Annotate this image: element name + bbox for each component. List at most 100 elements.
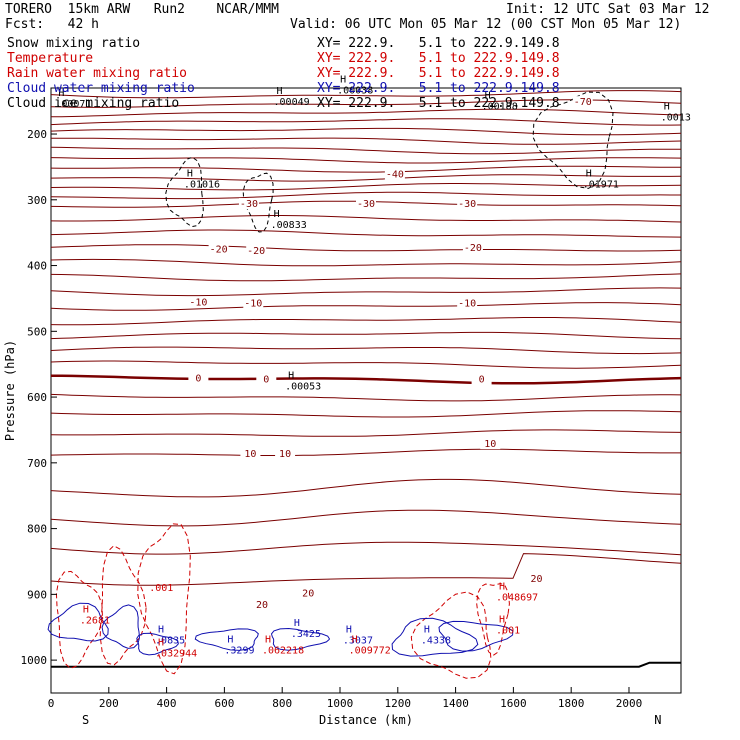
isotherm-label: 20 — [530, 574, 542, 585]
max-marker: H — [352, 634, 358, 645]
max-marker: H — [288, 371, 294, 382]
isotherm-label: -10 — [244, 298, 262, 309]
y-axis-label: Pressure (hPa) — [3, 340, 17, 441]
isotherm-line — [50, 509, 682, 527]
isotherm-line — [50, 360, 682, 369]
max-value: .001 — [496, 626, 520, 637]
max-marker: H — [340, 75, 346, 86]
max-marker: H — [227, 634, 233, 645]
max-marker: H — [187, 169, 193, 180]
max-marker: H — [346, 624, 352, 635]
isotherm-label-bg — [275, 447, 296, 459]
isotherm-label: -30 — [357, 199, 375, 210]
max-value: .3299 — [224, 645, 254, 656]
legend-range: XY= 222.9. 5.1 to 222.9.149.8 — [317, 66, 560, 81]
isotherm-label-bg — [457, 297, 478, 309]
max-value: .009772 — [349, 645, 391, 656]
snow-contour — [165, 156, 204, 228]
x-tick-label: 800 — [272, 697, 292, 710]
isotherm-label: -20 — [247, 246, 265, 257]
isotherm-label: 0 — [195, 373, 201, 384]
isotherm-line — [50, 244, 682, 252]
max-marker: H — [158, 638, 164, 649]
cloud-contour — [194, 628, 259, 651]
isotherm-line — [50, 118, 682, 126]
max-value: .00071 — [55, 99, 91, 110]
isotherm-label-bg — [457, 198, 478, 210]
isotherm-label-bg — [188, 372, 209, 384]
cloud-contour — [270, 627, 331, 651]
isotherm-line — [50, 541, 682, 556]
forecast-hour: Fcst: 42 h — [5, 17, 99, 32]
max-value: .01971 — [583, 180, 619, 191]
plot-frame — [50, 87, 682, 694]
isotherm-label: -20 — [464, 243, 482, 254]
isotherm-label-bg — [240, 447, 261, 459]
isotherm-label: -20 — [210, 244, 228, 255]
isotherm-line — [50, 478, 682, 498]
isotherm-line — [50, 191, 681, 200]
isotherm-line — [50, 346, 682, 355]
isotherm-label: -70 — [574, 97, 592, 108]
isotherm-line — [50, 393, 682, 402]
y-tick-label: 600 — [27, 391, 47, 404]
max-value: .048697 — [496, 593, 538, 604]
max-marker: H — [83, 605, 89, 616]
legend-range: XY= 222.9. 5.1 to 222.9.149.8 — [317, 36, 560, 51]
isotherm-label: -30 — [458, 199, 476, 210]
isotherm-label-bg — [462, 242, 483, 254]
isotherm-line — [50, 229, 682, 238]
max-marker: H — [586, 169, 592, 180]
isotherm-label: 10 — [279, 449, 291, 460]
max-value: .0013 — [661, 113, 691, 124]
isotherm-label: 0 — [263, 375, 269, 386]
isotherm-label-bg — [471, 373, 492, 385]
x-tick-label: 0 — [48, 697, 55, 710]
x-tick-label: 1800 — [558, 697, 585, 710]
isotherm-line — [50, 448, 681, 456]
y-tick-label: 400 — [27, 260, 47, 273]
isotherm-line — [50, 108, 682, 118]
max-marker: H — [499, 582, 505, 593]
y-tick-label: 500 — [27, 325, 47, 338]
max-value: .4338 — [421, 635, 451, 646]
isotherm-line — [50, 146, 681, 155]
isotherm-label-bg — [356, 198, 376, 210]
y-tick-label: 800 — [27, 523, 47, 536]
x-tick-label: 1000 — [327, 697, 354, 710]
isotherm-label: 20 — [302, 588, 314, 599]
isotherm-line — [50, 215, 682, 223]
x-axis-label: Distance (km) — [319, 713, 413, 727]
isotherm-label-bg — [480, 438, 501, 450]
max-value: .032944 — [155, 649, 197, 660]
cloud-contour — [101, 604, 141, 649]
x-tick-label: 1600 — [500, 697, 527, 710]
isotherm-label: -30 — [240, 199, 258, 210]
max-marker: H — [265, 634, 271, 645]
legend-row: Cloud ice mixing ratio XY= 222.9. 5.1 to … — [7, 97, 560, 111]
legend-row: Cloud water mixing ratio XY= 222.9. 5.1 t… — [7, 82, 560, 96]
isotherm-label-bg — [208, 243, 229, 255]
isotherm-line — [50, 157, 682, 164]
isotherm-line — [50, 317, 682, 326]
x-tick-label: 1200 — [385, 697, 412, 710]
y-tick-label: 900 — [27, 588, 47, 601]
max-value: .00833 — [271, 220, 307, 231]
isotherm-label-bg — [238, 198, 259, 210]
isotherm-label-bg — [251, 599, 272, 611]
isotherm-label-bg — [572, 96, 593, 108]
legend-row: Rain water mixing ratio XY= 222.9. 5.1 to… — [7, 67, 560, 81]
max-value: .3425 — [291, 629, 321, 640]
isotherm-label: -10 — [458, 298, 476, 309]
legend-row: Snow mixing ratio XY= 222.9. 5.1 to 222.9… — [7, 37, 560, 51]
isotherm-label-bg — [384, 168, 405, 180]
max-marker: H — [274, 209, 280, 220]
cloud-contour — [438, 620, 514, 652]
rain-contour — [476, 582, 510, 657]
isotherm-line — [50, 137, 682, 145]
init-time: Init: 12 UTC Sat 03 Mar 12 — [506, 2, 710, 17]
max-value: .01016 — [184, 180, 220, 191]
isotherm-label: -40 — [386, 169, 404, 180]
max-value: .00053 — [285, 382, 321, 393]
